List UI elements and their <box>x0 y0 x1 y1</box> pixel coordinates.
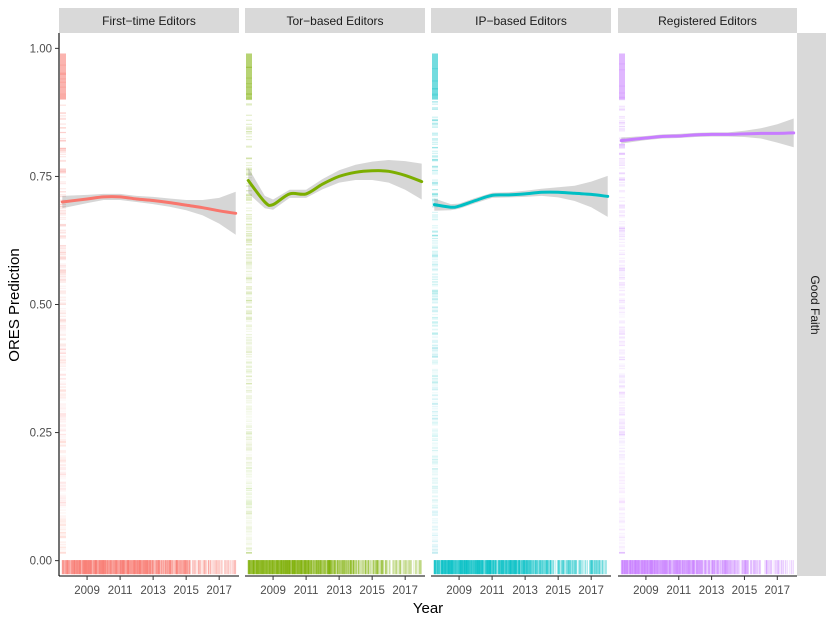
x-tick-label: 2011 <box>666 585 691 597</box>
row-strip-label: Good Faith <box>808 275 822 334</box>
y-tick-label: 1.00 <box>30 43 52 55</box>
confidence-band <box>621 118 794 148</box>
x-tick-label: 2013 <box>140 585 166 597</box>
x-tick-label: 2011 <box>294 585 319 597</box>
x-tick-label: 2013 <box>326 585 352 597</box>
x-tick-label: 2015 <box>173 585 199 597</box>
confidence-band <box>248 160 422 210</box>
panel-strip-label: IP−based Editors <box>475 14 567 28</box>
prediction-rug <box>60 53 66 554</box>
x-tick-label: 2015 <box>545 585 571 597</box>
x-tick-label: 2011 <box>480 585 505 597</box>
time-rug <box>247 560 422 575</box>
prediction-rug <box>246 53 252 554</box>
panel-3: Registered Editors 2009 2011 2013 2015 2017 <box>618 8 797 597</box>
x-tick-label: 2015 <box>359 585 385 597</box>
x-tick-label: 2017 <box>764 585 790 597</box>
panel-strip <box>618 8 797 33</box>
confidence-band <box>62 191 236 235</box>
time-rug <box>433 560 607 575</box>
x-axis-label: Year <box>413 600 443 617</box>
y-tick-label: 0.00 <box>30 556 52 568</box>
rug-dense-block <box>432 53 438 100</box>
panel-1: Tor−based Editors 2009 2011 2013 2015 2017 <box>245 8 425 597</box>
y-tick-label: 0.50 <box>30 300 52 312</box>
rug-dense-block <box>619 53 625 100</box>
row-strip: Good Faith <box>797 33 826 576</box>
trend-line <box>246 169 424 207</box>
y-ticks: 0.00 0.25 0.50 0.75 1.00 <box>30 43 59 568</box>
confidence-band <box>434 175 608 217</box>
x-tick-label: 2015 <box>732 585 758 597</box>
rug-dense-block <box>60 53 66 100</box>
trend-line <box>432 190 610 209</box>
trend-line <box>60 195 238 215</box>
y-axis: 0.00 0.25 0.50 0.75 1.00 ORES Prediction <box>6 33 60 576</box>
x-tick-label: 2009 <box>633 585 659 597</box>
time-rug <box>620 560 794 575</box>
panel-strip-label: First−time Editors <box>102 14 196 28</box>
panel-strip <box>245 8 425 33</box>
x-tick-label: 2013 <box>512 585 538 597</box>
x-tick-label: 2017 <box>392 585 418 597</box>
y-axis-label: ORES Prediction <box>6 248 23 361</box>
prediction-rug <box>619 53 625 554</box>
y-tick-label: 0.25 <box>30 428 52 440</box>
x-tick-label: 2009 <box>74 585 100 597</box>
panel-0: First−time Editors 2009 2011 2013 2015 2017 <box>59 8 239 597</box>
x-tick-label: 2017 <box>206 585 232 597</box>
prediction-rug <box>432 53 438 554</box>
time-rug <box>61 560 237 575</box>
panel-strip-label: Registered Editors <box>658 14 757 28</box>
panel-strip <box>59 8 239 33</box>
x-tick-label: 2013 <box>699 585 725 597</box>
panel-strip <box>431 8 611 33</box>
y-tick-label: 0.75 <box>30 171 52 183</box>
trend-line <box>619 131 796 143</box>
panel-strip-label: Tor−based Editors <box>286 14 383 28</box>
x-tick-label: 2017 <box>578 585 604 597</box>
rug-dense-block <box>246 53 252 100</box>
panel-2: IP−based Editors 2009 2011 2013 2015 2017 <box>431 8 611 597</box>
x-tick-label: 2011 <box>108 585 133 597</box>
x-tick-label: 2009 <box>446 585 472 597</box>
row-strip-background <box>797 33 826 576</box>
x-tick-label: 2009 <box>260 585 286 597</box>
